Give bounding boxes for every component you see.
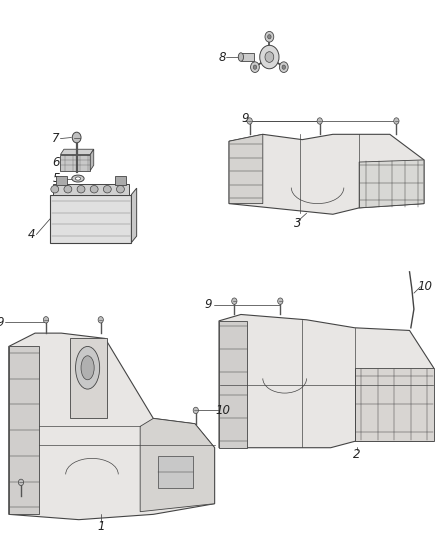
Bar [53,184,129,195]
Circle shape [232,298,237,304]
Ellipse shape [64,185,72,193]
Text: 1: 1 [97,520,105,532]
Text: 6: 6 [52,156,60,169]
Bar [115,176,126,185]
Circle shape [193,407,198,414]
Circle shape [72,132,81,143]
Ellipse shape [76,346,100,389]
Polygon shape [90,149,94,171]
Ellipse shape [238,53,244,61]
Polygon shape [219,321,247,448]
Circle shape [265,52,274,62]
Ellipse shape [81,356,94,379]
Polygon shape [140,418,215,512]
Bar [56,176,67,185]
Circle shape [251,62,259,72]
Polygon shape [131,188,137,243]
Circle shape [279,62,288,72]
Circle shape [265,31,274,42]
Polygon shape [355,368,434,441]
Circle shape [282,65,286,69]
Polygon shape [219,314,434,448]
Ellipse shape [117,185,124,193]
Bar [60,155,90,171]
Text: 3: 3 [294,217,302,230]
Polygon shape [9,333,215,520]
Polygon shape [229,134,424,214]
Circle shape [260,45,279,69]
Polygon shape [359,160,424,208]
Text: 9: 9 [241,112,249,125]
Circle shape [253,65,257,69]
Circle shape [43,317,49,323]
Circle shape [18,479,24,486]
Text: 5: 5 [52,172,60,185]
Bar [50,195,131,243]
Text: 2: 2 [353,448,361,461]
Text: 10: 10 [417,280,432,293]
Polygon shape [70,338,107,418]
Ellipse shape [72,175,84,182]
Bar [158,456,193,488]
Text: 4: 4 [28,228,36,241]
Circle shape [98,317,103,323]
Circle shape [268,35,271,39]
Text: 8: 8 [219,51,226,63]
Ellipse shape [51,185,59,193]
Circle shape [394,118,399,124]
Polygon shape [229,134,263,204]
Ellipse shape [75,177,81,180]
Polygon shape [9,346,39,514]
Text: 7: 7 [52,132,60,145]
Circle shape [247,118,252,124]
Text: 9: 9 [204,298,212,311]
Text: 10: 10 [216,404,231,417]
Bar [241,53,254,61]
Ellipse shape [90,185,98,193]
Ellipse shape [77,185,85,193]
Circle shape [278,298,283,304]
Ellipse shape [103,185,111,193]
Polygon shape [60,149,94,155]
Text: 9: 9 [0,316,4,329]
Circle shape [317,118,322,124]
